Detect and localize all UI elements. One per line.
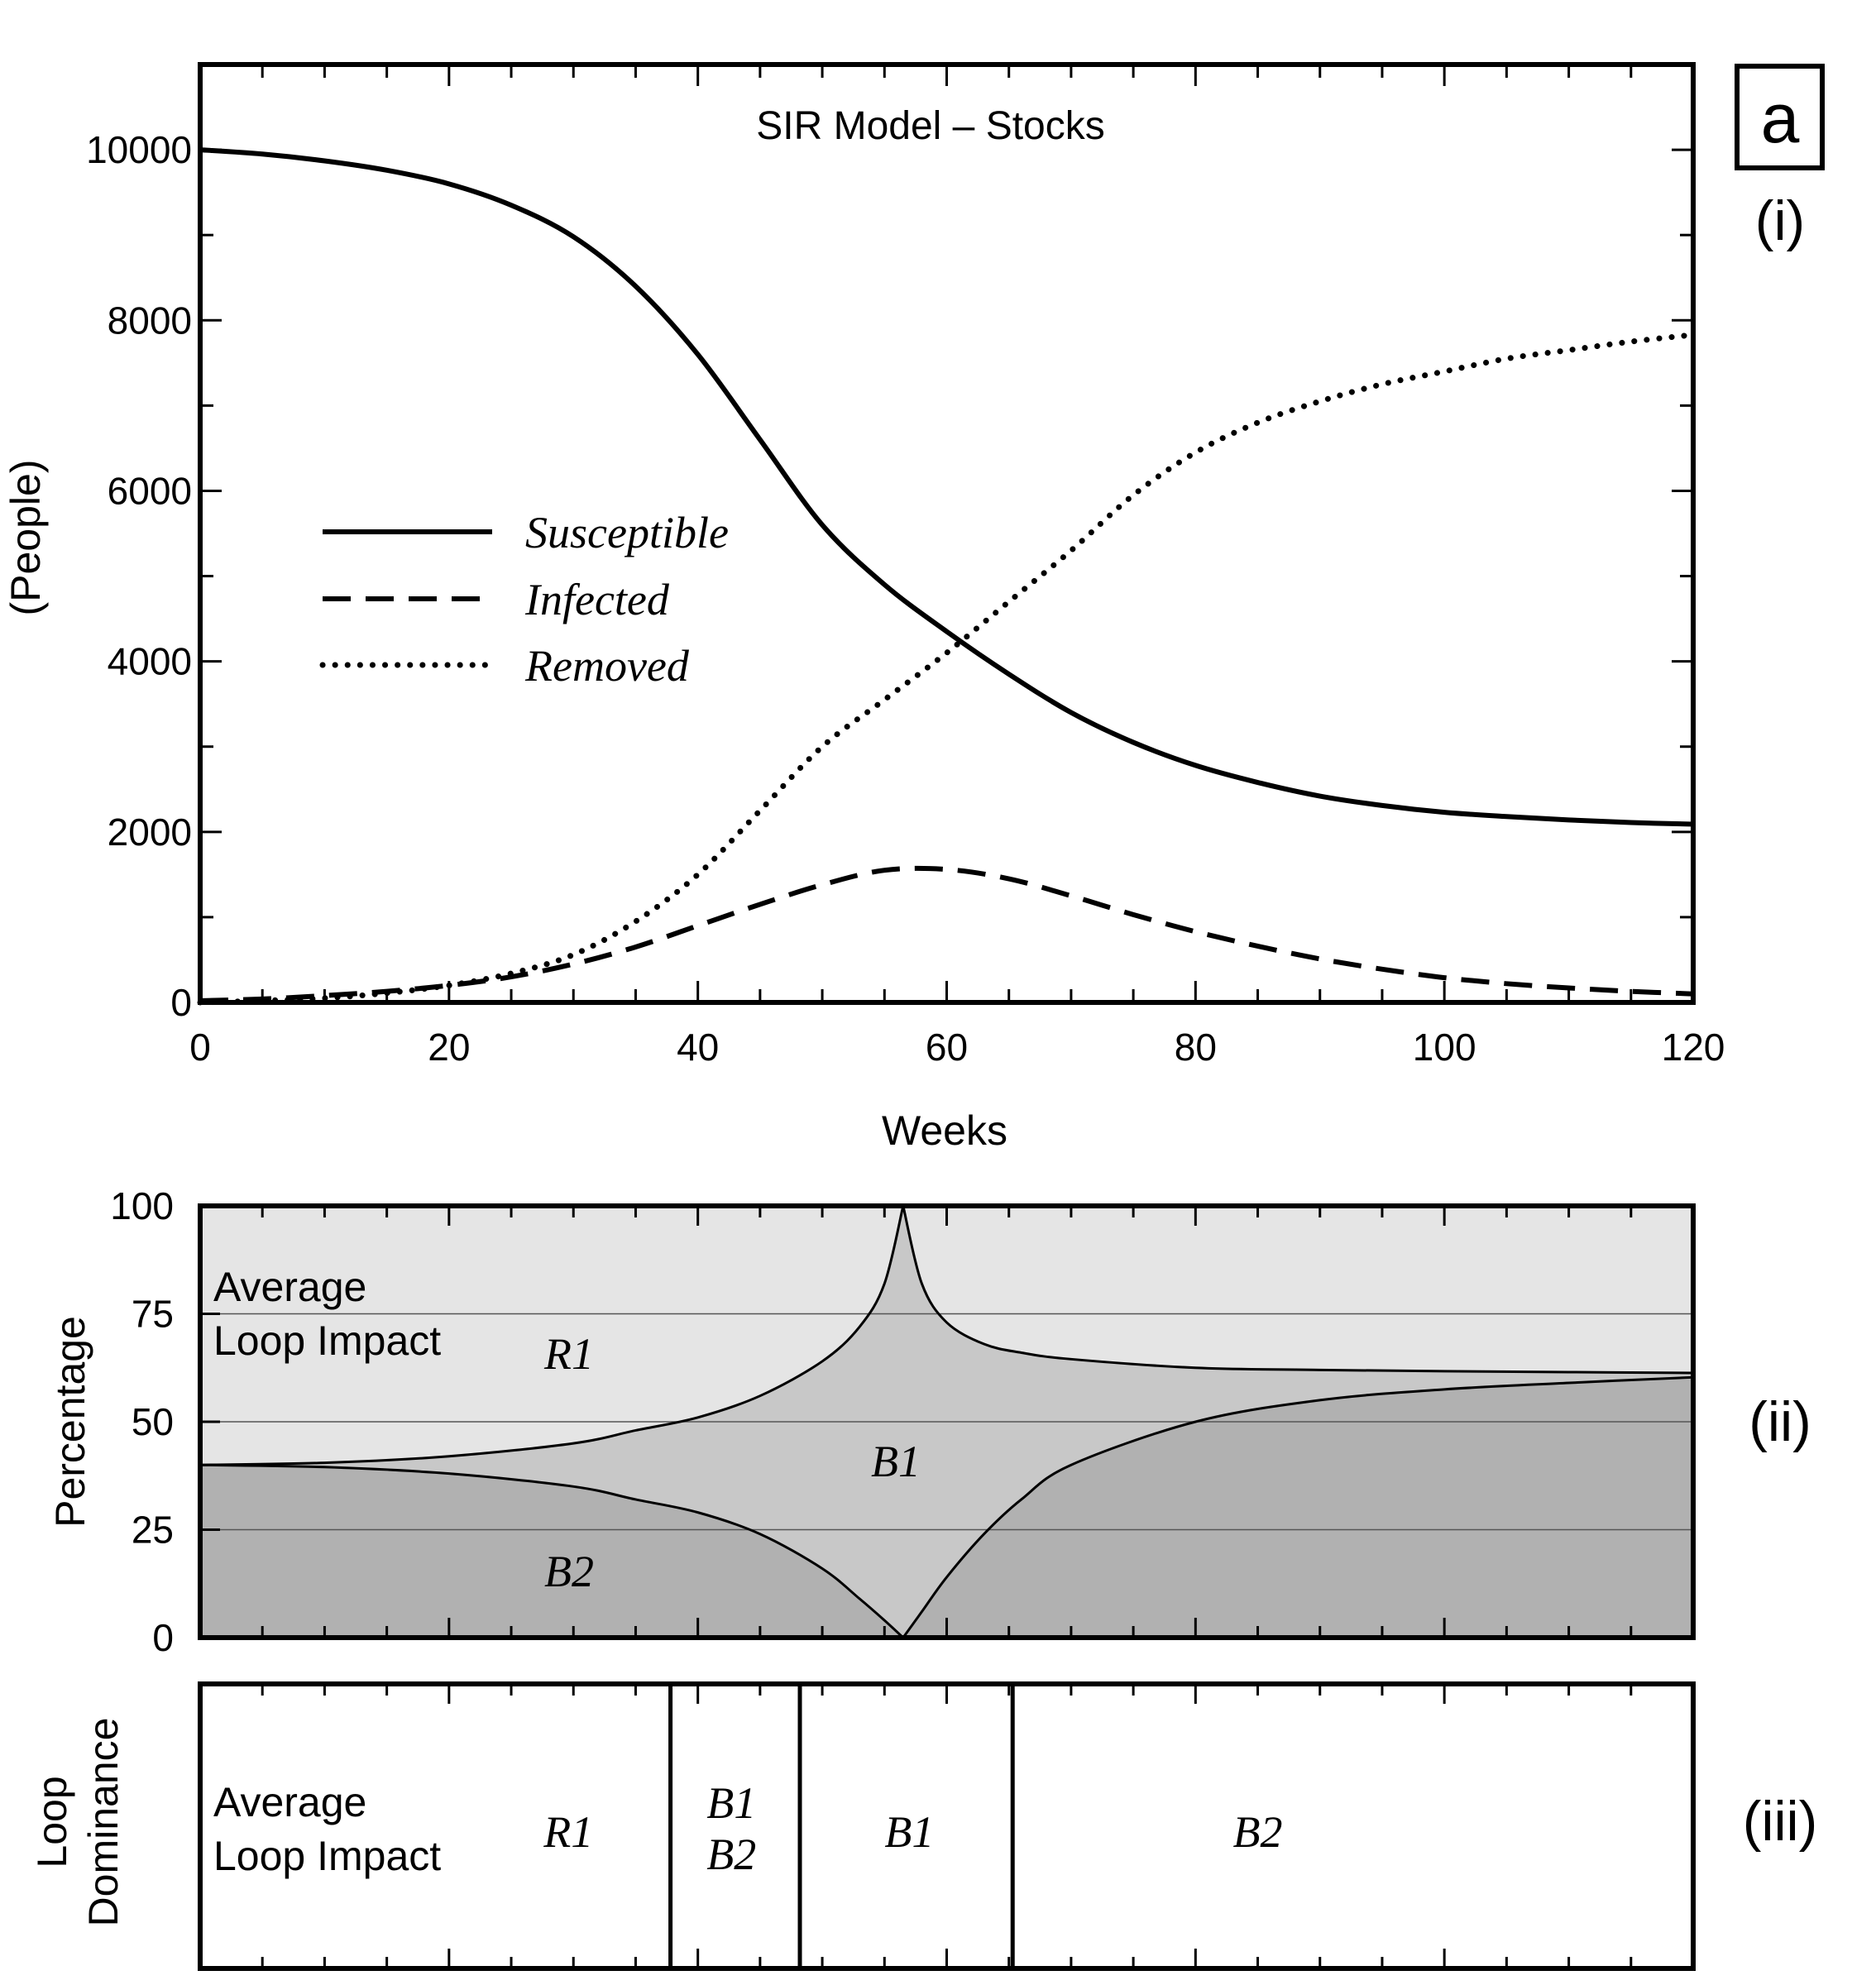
x-tick-label: 0 xyxy=(189,1026,211,1069)
region-label-b2: B2 xyxy=(544,1547,594,1596)
legend-removed-label: Removed xyxy=(524,641,690,691)
upper-boundary-line xyxy=(199,1205,1694,1466)
loop-impact-annotation-line2: Loop Impact xyxy=(213,1318,441,1364)
segment-label-r1: R1 xyxy=(543,1807,593,1857)
series-infected-line xyxy=(199,865,1694,1003)
stocks-series xyxy=(197,147,1697,1006)
panel-letter-box xyxy=(1735,64,1825,170)
stocks-y-axis-title: (People) xyxy=(2,460,49,616)
y-tick-label: 100 xyxy=(110,1184,174,1227)
panel-label-ii: (ii) xyxy=(1749,1390,1811,1453)
b2-band xyxy=(200,1377,1693,1638)
series-susceptible-line xyxy=(199,147,1694,827)
y-tick-label: 75 xyxy=(132,1293,174,1336)
loop-impact-boundaries xyxy=(199,1205,1694,1640)
stocks-legend: Susceptible Infected Removed xyxy=(319,508,729,691)
loop-dominance-ticks xyxy=(261,1684,1633,1968)
legend-infected-label: Infected xyxy=(524,575,670,624)
loop-impact-gridlines xyxy=(200,1313,1693,1531)
y-tick-label: 6000 xyxy=(108,469,192,512)
series-removed-line xyxy=(197,332,1697,1006)
segment-label-b1: B1 xyxy=(884,1807,934,1857)
segment-label-b1: B1 xyxy=(706,1778,756,1828)
y-tick-label: 8000 xyxy=(108,299,192,342)
segment-label-b2: B2 xyxy=(1233,1807,1283,1857)
stocks-chart-title: SIR Model – Stocks xyxy=(756,104,1105,148)
x-tick-label: 100 xyxy=(1413,1026,1476,1069)
loop-dominance-frame xyxy=(198,1681,1696,1971)
dominance-annotation-line2: Loop Impact xyxy=(213,1833,441,1879)
x-tick-label: 80 xyxy=(1175,1026,1217,1069)
segment-label-b2: B2 xyxy=(706,1830,756,1879)
x-tick-label: 20 xyxy=(428,1026,470,1069)
region-label-b1: B1 xyxy=(871,1437,921,1486)
dominance-annotation-line1: Average xyxy=(213,1779,366,1825)
panel-label-i: (i) xyxy=(1755,189,1805,252)
stocks-chart: 0 20 40 60 80 100 120 0 2000 4000 6000 8000 10000 SI… xyxy=(2,62,1725,1154)
stocks-axis-ticks: 0 20 40 60 80 100 120 0 2000 4000 6000 8000 10000 xyxy=(86,65,1725,1069)
x-tick-label: 60 xyxy=(926,1026,968,1069)
region-label-r1: R1 xyxy=(543,1329,594,1379)
y-tick-label: 2000 xyxy=(108,811,192,854)
stocks-x-axis-title: Weeks xyxy=(882,1107,1007,1154)
dominance-boundaries xyxy=(668,1684,1015,1968)
x-tick-label: 120 xyxy=(1662,1026,1725,1069)
y-tick-label: 4000 xyxy=(108,640,192,683)
panel-label-iii: (iii) xyxy=(1743,1790,1818,1853)
loop-impact-chart: 0 25 50 75 100 Percentage Average Loop Impac… xyxy=(47,1184,1696,1659)
y-tick-label: 10000 xyxy=(86,128,192,171)
y-tick-label: 25 xyxy=(132,1509,174,1552)
loop-impact-y-axis-title: Percentage xyxy=(47,1316,93,1528)
loop-impact-ticks: 0 25 50 75 100 xyxy=(110,1184,1633,1659)
y-tick-label: 0 xyxy=(170,981,192,1024)
panel-letter: a xyxy=(1761,79,1800,157)
dominance-y-axis-title-line1: Loop xyxy=(29,1776,75,1868)
y-tick-label: 0 xyxy=(152,1616,174,1659)
loop-impact-annotation-line1: Average xyxy=(213,1264,366,1310)
lower-boundary-line xyxy=(199,1375,1694,1640)
dominance-y-axis-title-line2: Dominance xyxy=(80,1718,127,1927)
legend-susceptible-label: Susceptible xyxy=(525,508,729,557)
x-tick-label: 40 xyxy=(677,1026,719,1069)
y-tick-label: 50 xyxy=(132,1400,174,1443)
